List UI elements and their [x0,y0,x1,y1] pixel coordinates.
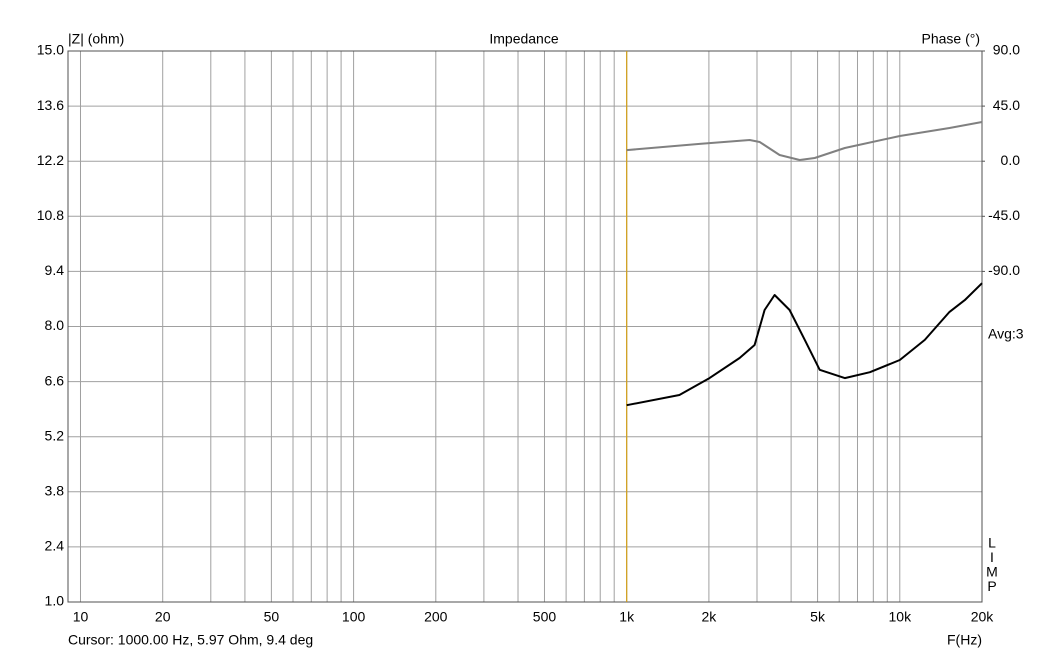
series-line [626,282,983,407]
x-axis-label: F(Hz) [947,632,982,648]
x-tick-label: 5k [810,609,826,625]
y2-tick-label: 90.0 [993,42,1020,58]
x-tick-label: 50 [264,609,280,625]
x-tick-label: 100 [342,609,366,625]
y-tick-label: 1.0 [45,593,65,609]
y2-axis-label: Phase (°) [921,31,980,47]
y-tick-label: 5.2 [45,427,65,443]
side-letter: L [988,535,996,551]
side-letter: P [987,578,996,594]
y2-tick-label: -90.0 [988,262,1020,278]
y-tick-label: 9.4 [45,262,65,278]
x-tick-label: 20 [155,609,171,625]
y2-tick-label: 45.0 [993,97,1020,113]
x-tick-label: 500 [533,609,557,625]
y-tick-label: 15.0 [37,42,64,58]
y-tick-label: 12.2 [37,152,64,168]
series-line [626,121,983,161]
chart-title: Impedance [489,31,558,47]
y-axis-label: |Z| (ohm) [68,31,124,47]
x-tick-label: 10 [73,609,89,625]
x-tick-label: 2k [702,609,718,625]
annotation: Avg:3 [988,326,1024,342]
y-tick-label: 13.6 [37,97,64,113]
x-tick-label: 1k [619,609,635,625]
y-tick-label: 6.6 [45,372,65,388]
y2-tick-label: 0.0 [1001,152,1021,168]
cursor-readout: Cursor: 1000.00 Hz, 5.97 Ohm, 9.4 deg [68,632,313,648]
y-tick-label: 8.0 [45,317,65,333]
x-tick-label: 200 [424,609,448,625]
plot-frame [67,50,983,603]
x-tick-label: 20k [971,609,995,625]
y-tick-label: 2.4 [45,538,65,554]
x-tick-label: 10k [889,609,913,625]
y2-tick-label: -45.0 [988,207,1020,223]
side-letter: M [986,564,998,580]
side-letter: I [990,549,994,565]
y-tick-label: 10.8 [37,207,64,223]
y-tick-label: 3.8 [45,483,65,499]
